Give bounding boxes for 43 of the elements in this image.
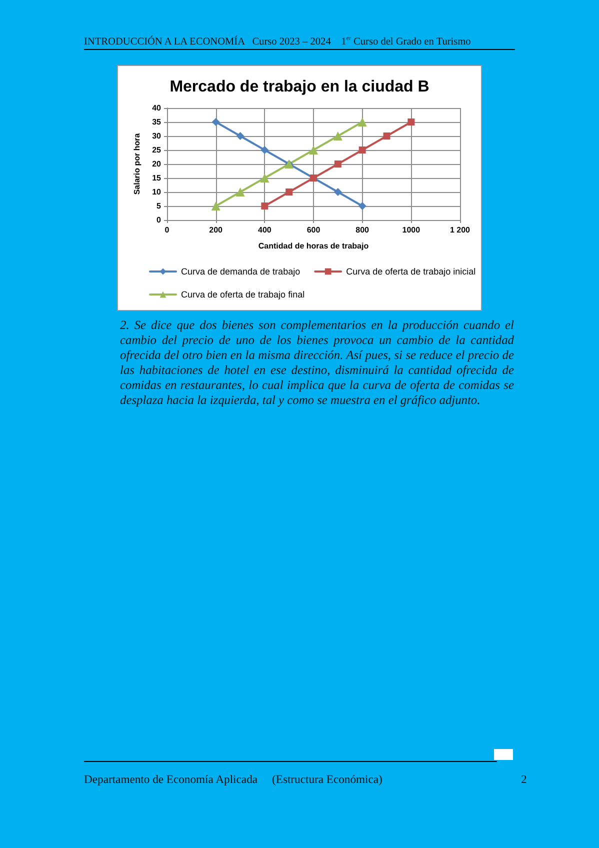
point <box>358 202 366 210</box>
point <box>383 132 390 140</box>
y-tick-label: 0 <box>156 216 162 224</box>
text: Departamento de Economía Aplicada (Estructura Económica) <box>84 761 497 787</box>
chart-title: Mercado de trabajo en la ciudad B <box>170 78 430 96</box>
legend-label: Curva de demanda de trabajo <box>181 266 300 276</box>
y-tick-label: 20 <box>152 160 162 168</box>
legend-label: Curva de oferta de trabajo inicial <box>346 266 476 276</box>
y-tick-label: 40 <box>152 104 162 112</box>
y-tick-label: 5 <box>156 202 162 210</box>
x-axis-title: Cantidad de horas de trabajo <box>258 242 369 250</box>
point <box>309 146 318 154</box>
point <box>260 146 269 154</box>
point <box>286 188 293 196</box>
point <box>212 118 220 126</box>
text: 2. Se dice que dos bienes son complementarios en la producción cuando el cambio del precio de uno de los bienes provoca un cambio de la cantidad ofrecida del otro bien en la misma dirección. Así pues, si se reduce el precio de las habitaciones de hotel en ese destino, disminuirá la cantidad ofrecida de comidas en restaurantes, lo cual implica que la curva de oferta de comidas se desplaza hacia la izquierda, tal y como se muestra en el gráfico adjunto. <box>120 318 514 408</box>
x-tick-label: 1000 <box>402 226 421 234</box>
x-tick-label: 800 <box>356 226 370 234</box>
legend-label: Curva de oferta de trabajo final <box>181 290 305 300</box>
point <box>236 188 245 196</box>
point <box>334 160 342 168</box>
y-tick-label: 10 <box>152 188 162 196</box>
point <box>236 132 244 140</box>
x-tick-label: 200 <box>209 226 224 234</box>
y-tick-label: 35 <box>152 118 162 126</box>
x-tick-label: 600 <box>306 226 321 234</box>
text: INTRODUCCIÓN A LA ECONOMÍA Curso 2023 – 2024 1$^{er}$ Curso del Grado en Turismo <box>84 33 515 50</box>
point <box>358 146 366 154</box>
point <box>334 188 342 196</box>
point <box>408 118 415 126</box>
y-axis-title: Salario por hora <box>132 132 142 195</box>
point <box>261 202 268 210</box>
x-tick-label: 0 <box>164 226 170 234</box>
x-tick-label: 1 200 <box>450 226 471 234</box>
point <box>358 118 367 126</box>
point <box>211 202 220 210</box>
y-tick-label: 30 <box>152 132 162 140</box>
text: 2 <box>521 773 527 787</box>
point <box>260 174 270 182</box>
point <box>333 132 342 140</box>
x-tick-label: 400 <box>258 226 272 234</box>
y-tick-label: 15 <box>152 174 162 182</box>
y-tick-label: 25 <box>152 146 162 154</box>
